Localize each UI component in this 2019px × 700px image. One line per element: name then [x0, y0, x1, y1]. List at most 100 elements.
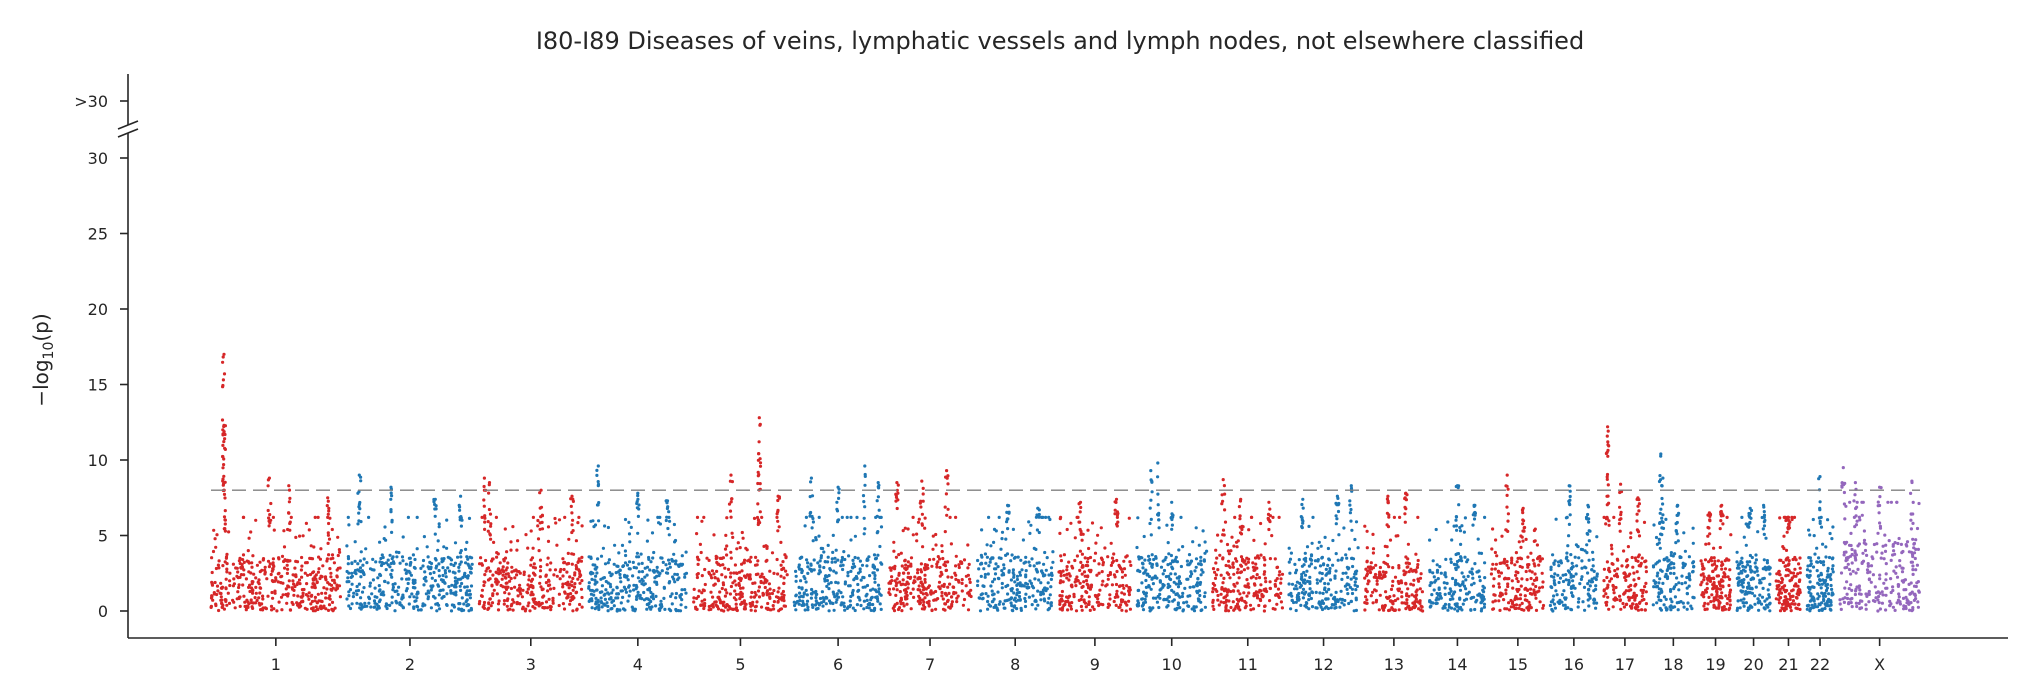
snp-point [811, 520, 816, 524]
snp-point [1231, 565, 1235, 569]
snp-point [668, 519, 672, 523]
snp-point [897, 571, 901, 575]
snp-point [1258, 598, 1262, 602]
snp-point [1197, 562, 1201, 566]
x-tick-label: 11 [1238, 655, 1258, 674]
snp-point [275, 609, 279, 613]
snp-point [1319, 544, 1323, 548]
snp-point [236, 570, 240, 574]
snp-point [1452, 562, 1456, 567]
snp-point [645, 607, 649, 611]
snp-point [1026, 586, 1030, 590]
snp-point [1060, 589, 1064, 594]
snp-point [357, 511, 361, 515]
snp-point [1144, 594, 1148, 598]
snp-point [1607, 607, 1611, 611]
snp-point [1605, 472, 1610, 477]
snp-point [1363, 524, 1367, 528]
snp-point [367, 515, 371, 520]
snp-point [1158, 592, 1162, 597]
snp-point [397, 585, 401, 589]
snp-point [1254, 576, 1258, 580]
snp-point [1122, 586, 1126, 590]
snp-point [355, 592, 359, 597]
snp-point [833, 595, 837, 599]
snp-point [464, 561, 468, 565]
x-tick-label: 3 [526, 655, 536, 674]
snp-point [1535, 543, 1539, 547]
snp-point [856, 582, 860, 587]
snp-point [486, 520, 490, 524]
snp-point [1245, 578, 1249, 582]
snp-point [549, 605, 553, 609]
snp-point [221, 564, 225, 568]
snp-point [327, 553, 331, 557]
snp-point [952, 592, 956, 596]
snp-point [524, 533, 528, 537]
snp-point [571, 576, 575, 581]
snp-point [862, 500, 866, 504]
snp-point [426, 565, 430, 569]
snp-point [1569, 566, 1573, 571]
snp-point [1345, 582, 1349, 586]
snp-point [407, 556, 411, 560]
snp-point [1324, 605, 1328, 609]
snp-point [379, 573, 383, 578]
snp-point [1539, 557, 1543, 561]
snp-point [372, 599, 377, 603]
snp-point [876, 599, 880, 603]
snp-point [775, 512, 779, 516]
snp-point [1403, 572, 1407, 576]
snp-point [623, 517, 628, 522]
snp-point [1309, 562, 1313, 566]
snp-point [357, 519, 361, 523]
snp-point [1460, 524, 1464, 528]
snp-point [1044, 589, 1048, 593]
snp-point [323, 575, 328, 579]
snp-point [1680, 574, 1684, 578]
snp-point [356, 588, 361, 593]
snp-point [1447, 605, 1451, 609]
snp-point [1277, 573, 1281, 577]
snp-point [1592, 598, 1596, 602]
snp-point [1568, 513, 1572, 517]
snp-point [1080, 594, 1084, 599]
snp-point [862, 532, 866, 536]
snp-point [695, 532, 699, 536]
snp-point [459, 588, 463, 593]
chromosome-14-points [1428, 484, 1487, 613]
snp-point [700, 591, 704, 595]
snp-point [570, 552, 574, 556]
snp-point [755, 563, 759, 567]
snp-point [1216, 533, 1220, 537]
snp-point [1157, 605, 1161, 610]
snp-point [805, 602, 809, 607]
snp-point [1356, 546, 1360, 550]
snp-point [1310, 605, 1315, 609]
snp-point [508, 607, 512, 611]
snp-point [1029, 523, 1033, 527]
snp-point [1275, 577, 1279, 581]
snp-point [875, 531, 879, 535]
snp-point [1110, 556, 1115, 560]
snp-point [923, 573, 927, 577]
snp-point [609, 585, 613, 589]
snp-point [1497, 582, 1501, 586]
snp-point [1049, 602, 1053, 606]
snp-point [1573, 586, 1577, 590]
snp-point [486, 566, 491, 570]
snp-point [1591, 550, 1595, 554]
snp-point [1404, 581, 1408, 586]
snp-point [335, 586, 339, 590]
snp-point [692, 600, 696, 604]
snp-point [861, 585, 865, 589]
x-tick-label: 1 [271, 655, 281, 674]
snp-point [1378, 565, 1382, 570]
snp-point [1396, 587, 1400, 591]
snp-point [1187, 563, 1191, 567]
snp-point [1331, 563, 1335, 567]
snp-point [459, 524, 463, 528]
snp-point [1686, 601, 1690, 605]
snp-point [729, 515, 733, 519]
snp-point [860, 563, 865, 567]
